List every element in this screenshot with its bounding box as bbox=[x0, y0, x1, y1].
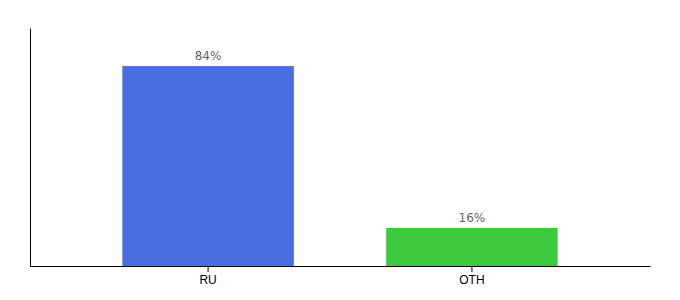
y-axis-line bbox=[30, 29, 31, 267]
data-label: 84% bbox=[195, 49, 222, 63]
bar bbox=[122, 66, 293, 266]
chart-svg: 84% 16% RU OTH bbox=[0, 0, 680, 300]
bars bbox=[122, 66, 557, 266]
chart-container: 84% 16% RU OTH bbox=[0, 0, 680, 300]
x-axis-line bbox=[31, 266, 651, 267]
data-labels: 84% 16% bbox=[195, 49, 486, 225]
x-tick: OTH bbox=[459, 266, 484, 287]
bar bbox=[386, 228, 557, 266]
plot-area: 84% 16% RU OTH bbox=[31, 29, 651, 287]
data-label: 16% bbox=[459, 211, 486, 225]
x-axis: RU OTH bbox=[31, 266, 651, 287]
x-tick-label: OTH bbox=[459, 273, 484, 287]
y-axis bbox=[30, 29, 31, 267]
x-tick-label: RU bbox=[199, 273, 216, 287]
x-tick-mark bbox=[471, 266, 472, 272]
x-tick: RU bbox=[199, 266, 216, 287]
x-tick-mark bbox=[208, 266, 209, 272]
